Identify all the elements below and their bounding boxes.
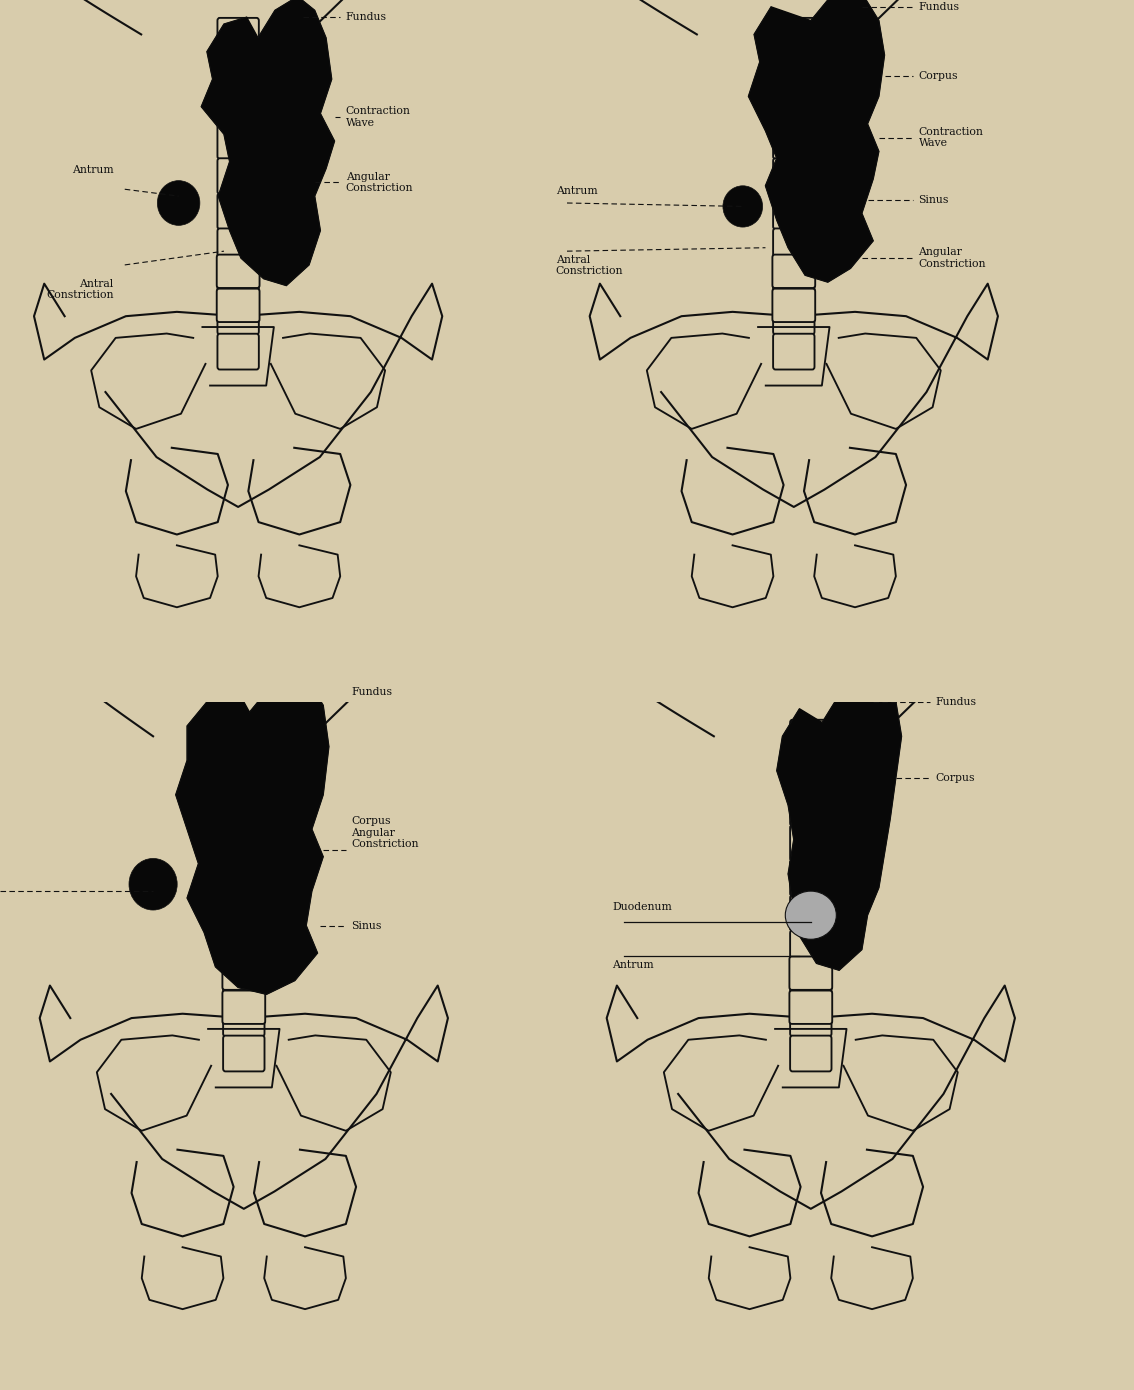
FancyBboxPatch shape [790,826,831,860]
FancyBboxPatch shape [773,124,814,158]
FancyBboxPatch shape [773,334,814,370]
FancyBboxPatch shape [773,193,814,229]
Ellipse shape [129,859,177,910]
FancyBboxPatch shape [790,895,831,931]
Text: Fundus: Fundus [919,1,959,13]
Polygon shape [777,681,902,970]
Text: Sinus: Sinus [919,195,949,204]
FancyBboxPatch shape [222,956,265,990]
Text: Fundus: Fundus [352,687,392,696]
FancyBboxPatch shape [773,18,814,54]
FancyBboxPatch shape [218,88,259,124]
Polygon shape [748,0,885,282]
Ellipse shape [785,891,836,940]
Text: Antral
Constriction: Antral Constriction [45,278,113,300]
Text: Fundus: Fundus [936,696,976,708]
FancyBboxPatch shape [218,158,259,195]
FancyBboxPatch shape [218,124,259,158]
Text: Duodenum: Duodenum [612,902,672,912]
FancyBboxPatch shape [790,966,831,1001]
FancyBboxPatch shape [773,228,814,264]
FancyBboxPatch shape [790,755,831,791]
Text: Sinus: Sinus [352,920,382,930]
FancyBboxPatch shape [790,860,831,897]
FancyBboxPatch shape [773,158,814,195]
Text: Contraction
Wave: Contraction Wave [346,106,411,128]
FancyBboxPatch shape [223,1001,264,1037]
FancyBboxPatch shape [223,930,264,966]
Text: Corpus: Corpus [936,773,975,783]
FancyBboxPatch shape [790,1001,831,1037]
FancyBboxPatch shape [223,895,264,931]
Text: Antrum: Antrum [612,960,654,970]
Text: Contraction
Wave: Contraction Wave [919,126,983,149]
FancyBboxPatch shape [223,755,264,791]
Ellipse shape [158,181,200,225]
Text: Angular
Constriction: Angular Constriction [346,171,414,193]
FancyBboxPatch shape [217,254,260,288]
FancyBboxPatch shape [223,860,264,897]
FancyBboxPatch shape [218,18,259,54]
FancyBboxPatch shape [218,264,259,299]
Polygon shape [202,0,335,285]
Text: Antrum: Antrum [71,165,113,175]
Text: Corpus
Angular
Constriction: Corpus Angular Constriction [352,816,420,849]
FancyBboxPatch shape [223,720,264,756]
FancyBboxPatch shape [773,264,814,299]
FancyBboxPatch shape [218,53,259,89]
FancyBboxPatch shape [772,254,815,288]
FancyBboxPatch shape [223,826,264,860]
Text: Antral
Constriction: Antral Constriction [556,254,624,277]
FancyBboxPatch shape [789,991,832,1024]
FancyBboxPatch shape [218,334,259,370]
FancyBboxPatch shape [790,930,831,966]
FancyBboxPatch shape [773,88,814,124]
FancyBboxPatch shape [218,299,259,335]
FancyBboxPatch shape [223,790,264,826]
Ellipse shape [723,186,762,227]
FancyBboxPatch shape [773,53,814,89]
FancyBboxPatch shape [223,1036,264,1072]
Text: Antrum: Antrum [556,186,598,196]
FancyBboxPatch shape [222,991,265,1024]
FancyBboxPatch shape [790,720,831,756]
Text: Fundus: Fundus [346,13,387,22]
FancyBboxPatch shape [789,956,832,990]
FancyBboxPatch shape [790,1036,831,1072]
Polygon shape [176,678,329,994]
FancyBboxPatch shape [218,193,259,229]
FancyBboxPatch shape [217,289,260,322]
FancyBboxPatch shape [218,228,259,264]
FancyBboxPatch shape [773,299,814,335]
FancyBboxPatch shape [772,289,815,322]
Text: Corpus: Corpus [919,71,958,81]
FancyBboxPatch shape [790,790,831,826]
FancyBboxPatch shape [223,966,264,1001]
Text: Angular
Constriction: Angular Constriction [919,247,987,268]
